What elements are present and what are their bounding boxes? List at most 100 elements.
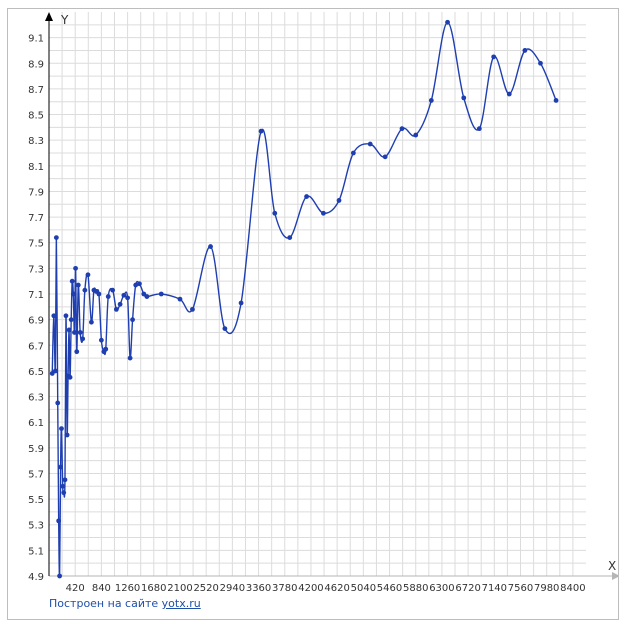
- data-point: [74, 349, 80, 355]
- data-point: [53, 235, 59, 241]
- credit-text: Построен на сайте: [49, 597, 159, 610]
- x-tick-label: 2940: [220, 583, 245, 594]
- y-tick-label: 5.7: [28, 469, 44, 480]
- data-point: [117, 301, 123, 307]
- data-point: [476, 126, 482, 132]
- y-tick-label: 6.5: [28, 367, 44, 378]
- data-point: [208, 244, 213, 249]
- x-tick-label: 2100: [167, 583, 192, 594]
- data-point: [103, 346, 109, 352]
- data-point: [272, 210, 278, 216]
- data-point: [238, 300, 244, 306]
- data-point: [63, 313, 69, 319]
- data-point: [62, 477, 68, 483]
- y-tick-label: 5.3: [28, 521, 44, 532]
- y-tick-label: 4.9: [28, 572, 44, 583]
- data-point: [538, 60, 543, 66]
- x-tick-label: 6720: [455, 583, 480, 594]
- x-axis-arrow: [612, 572, 618, 580]
- data-point: [67, 374, 73, 380]
- data-point: [59, 426, 64, 431]
- data-point: [258, 128, 264, 134]
- y-tick-label: 8.7: [28, 85, 44, 96]
- data-point: [321, 210, 326, 216]
- data-point: [105, 294, 111, 299]
- data-point: [350, 150, 356, 156]
- y-axis-arrow: [45, 12, 53, 21]
- y-tick-label: 7.3: [28, 264, 44, 275]
- x-tick-label: 840: [92, 583, 111, 594]
- data-point: [51, 313, 57, 319]
- chart-frame: 420 840 1260 1680 2100 2520 2940 3360 3780 4200 46…: [7, 8, 619, 620]
- x-tick-label: 3780: [272, 583, 297, 594]
- x-tick-label: 1680: [141, 583, 166, 594]
- data-point: [82, 287, 88, 293]
- credit-line: Построен на сайте yotx.ru: [49, 597, 201, 610]
- data-point: [110, 287, 116, 293]
- data-point: [113, 306, 119, 312]
- y-tick-label: 7.7: [28, 213, 44, 224]
- y-axis-label: Y: [60, 13, 69, 27]
- y-tick-label: 6.9: [28, 316, 44, 327]
- data-point: [66, 327, 72, 333]
- y-tick-label: 5.9: [28, 444, 44, 455]
- x-tick-label: 420: [66, 583, 85, 594]
- data-point: [73, 265, 78, 271]
- x-tick-label: 4200: [298, 583, 323, 594]
- data-point: [137, 281, 142, 287]
- data-point: [127, 355, 133, 361]
- data-point: [72, 330, 77, 335]
- data-point: [70, 291, 76, 297]
- y-tick-label: 7.1: [28, 290, 44, 301]
- data-point: [491, 54, 497, 60]
- x-tick-label: 3360: [246, 583, 271, 594]
- y-tick-label: 6.3: [28, 393, 44, 404]
- data-point: [98, 337, 104, 343]
- y-tick-label: 5.5: [28, 495, 44, 506]
- data-point: [69, 278, 75, 284]
- x-tick-label: 5040: [351, 583, 376, 594]
- data-point: [75, 282, 81, 288]
- x-tick-label: 5880: [403, 583, 428, 594]
- x-tick-label: 4620: [324, 583, 349, 594]
- y-tick-label: 9.1: [28, 34, 44, 45]
- x-tick-label: 7560: [508, 583, 533, 594]
- data-point: [522, 48, 528, 53]
- x-tick-label: 7140: [482, 583, 507, 594]
- y-tick-label: 5.1: [28, 546, 44, 557]
- data-point: [60, 483, 66, 489]
- y-tick-label: 8.5: [28, 111, 44, 122]
- data-point: [56, 518, 62, 524]
- data-point: [287, 235, 293, 241]
- data-point: [158, 291, 164, 297]
- data-point: [399, 126, 405, 132]
- data-point: [89, 319, 94, 325]
- y-tick-label: 6.1: [28, 418, 44, 429]
- data-point: [177, 296, 183, 302]
- data-point: [461, 95, 467, 101]
- y-tick-label: 6.7: [28, 341, 44, 352]
- data-point: [57, 573, 63, 579]
- data-point: [61, 490, 67, 496]
- data-point: [52, 368, 58, 374]
- data-point: [55, 400, 61, 406]
- data-point: [96, 291, 102, 297]
- data-point: [367, 141, 373, 147]
- line-chart: 420 840 1260 1680 2100 2520 2940 3360 3780 4200 46…: [28, 12, 618, 594]
- y-tick-label: 8.3: [28, 136, 44, 147]
- x-tick-label: 2520: [193, 583, 218, 594]
- data-point: [130, 317, 135, 323]
- data-point: [77, 330, 83, 335]
- credit-link[interactable]: yotx.ru: [161, 597, 201, 610]
- x-tick-label: 7980: [534, 583, 559, 594]
- data-point: [85, 272, 91, 278]
- data-point: [125, 295, 130, 301]
- y-tick-label: 7.5: [28, 239, 44, 250]
- data-point: [68, 317, 74, 323]
- data-point: [64, 432, 70, 438]
- data-point: [144, 294, 150, 299]
- data-point: [222, 326, 228, 332]
- data-point: [413, 132, 419, 138]
- data-point: [553, 98, 559, 103]
- x-tick-label: 1260: [115, 583, 140, 594]
